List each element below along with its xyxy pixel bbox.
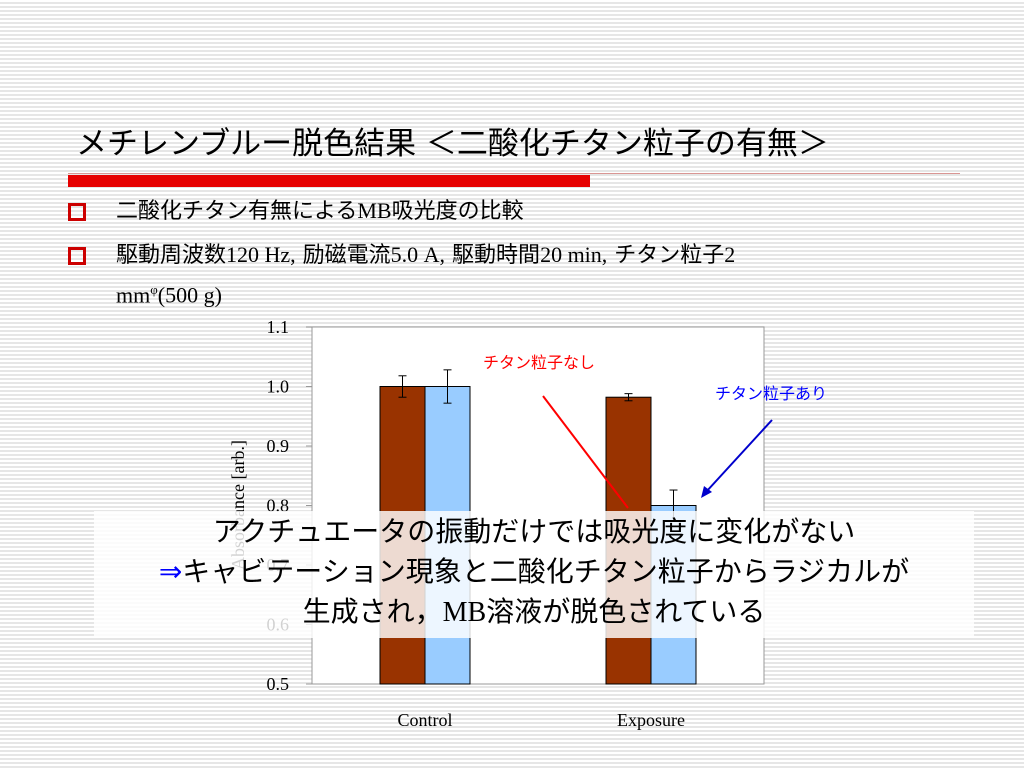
y-tick-label: 0.8 (267, 496, 290, 516)
arrowhead-blue (701, 486, 712, 498)
annotation-arrow-blue (705, 419, 773, 493)
conclusion-overlay-box (94, 511, 974, 638)
title-accent-bar (68, 175, 590, 187)
x-tick-label-control: Control (397, 710, 452, 730)
annotation-with-titanium: チタン粒子あり (715, 384, 827, 403)
bullet-text-1: 二酸化チタン有無によるMB吸光度の比較 (116, 198, 524, 224)
conclusion-line-1: アクチュエータの振動だけでは吸光度に変化がない (212, 515, 856, 548)
square-bullet-icon (68, 247, 86, 265)
annotation-arrow-red (542, 395, 629, 509)
bullet-text-2: 駆動周波数120 Hz, 励磁電流5.0 A, 駆動時間20 min, チタン粒… (116, 242, 736, 308)
slide-title: メチレンブルー脱色結果 ＜二酸化チタン粒子の有無＞ (76, 126, 829, 162)
implies-arrow-icon: ⇒ (158, 555, 183, 588)
square-bullet-icon (68, 203, 86, 221)
title-underline (68, 173, 960, 174)
y-tick-label: 0.5 (267, 674, 290, 694)
conclusion-line-2: ⇒キャビテーション現象と二酸化チタン粒子からラジカルが (158, 555, 910, 588)
bullet-item-1: 二酸化チタン有無によるMB吸光度の比較 (68, 194, 948, 229)
conclusion-text: アクチュエータの振動だけでは吸光度に変化がない ⇒キャビテーション現象と二酸化チ… (94, 512, 974, 633)
y-tick-label: 0.9 (267, 436, 290, 456)
x-tick-label-exposure: Exposure (617, 710, 685, 730)
bullet-item-2: 駆動周波数120 Hz, 励磁電流5.0 A, 駆動時間20 min, チタン粒… (68, 238, 948, 313)
annotation-no-titanium: チタン粒子なし (483, 353, 595, 372)
y-tick-label: 1.0 (267, 377, 290, 397)
y-tick-label: 1.1 (267, 317, 290, 337)
conclusion-line-3: 生成され，MB溶液が脱色されている (302, 595, 766, 628)
